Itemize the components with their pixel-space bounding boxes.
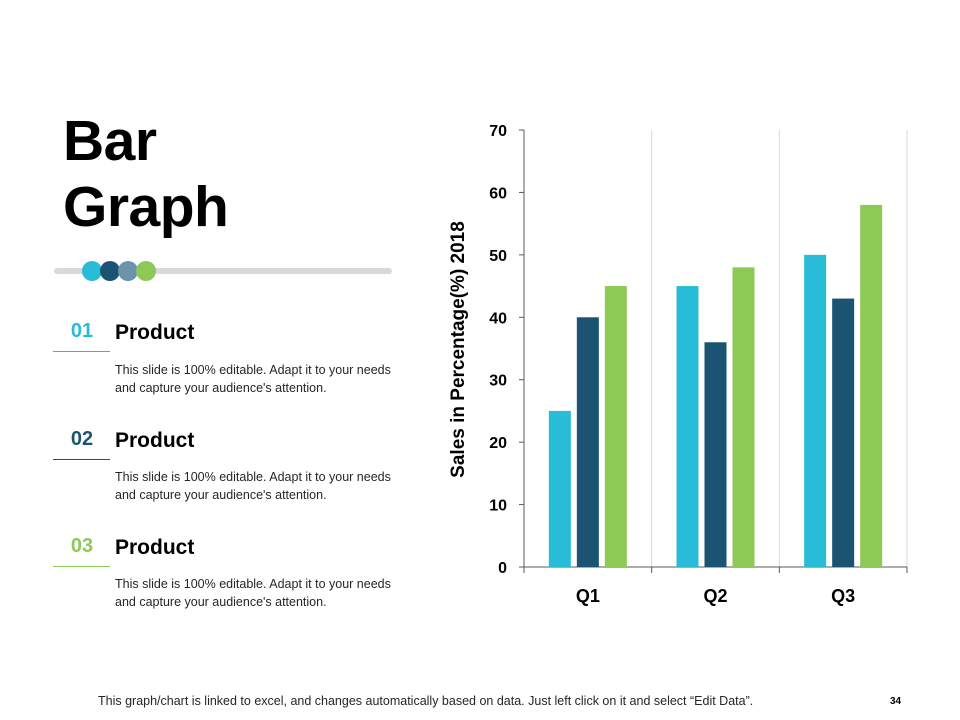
item-underline-2 xyxy=(53,459,110,460)
bar-q3-series-3 xyxy=(860,204,883,567)
slide-title: Bar Graph xyxy=(63,108,229,240)
bar-q2-series-2 xyxy=(704,342,727,567)
page-number: 34 xyxy=(890,696,902,707)
decorative-dot-4 xyxy=(136,261,156,281)
item-title-2: Product xyxy=(115,429,195,452)
y-tick-label: 30 xyxy=(489,373,507,390)
item-number-2: 02 xyxy=(70,428,94,450)
x-tick-label: Q3 xyxy=(831,586,855,606)
slide-title-line1: Bar xyxy=(63,109,157,173)
bar-q1-series-2 xyxy=(576,317,599,567)
y-tick-label: 0 xyxy=(498,560,507,577)
bar-q2-series-3 xyxy=(732,267,755,567)
item-underline-1 xyxy=(53,351,110,352)
item-number-3: 03 xyxy=(70,535,94,557)
slide-title-line2: Graph xyxy=(63,175,229,239)
y-tick-label: 10 xyxy=(489,498,507,515)
y-axis-title: Sales in Percentage(%) 2018 xyxy=(448,221,469,478)
item-description-1: This slide is 100% editable. Adapt it to… xyxy=(115,363,391,395)
bar-q3-series-1 xyxy=(804,254,827,567)
x-tick-label: Q2 xyxy=(703,586,727,606)
y-tick-label: 60 xyxy=(489,185,507,202)
bar-q1-series-1 xyxy=(548,410,571,567)
y-tick-label: 20 xyxy=(489,435,507,452)
y-tick-label: 70 xyxy=(489,123,507,140)
decorative-dot-1 xyxy=(82,261,102,281)
item-description-2: This slide is 100% editable. Adapt it to… xyxy=(115,470,391,502)
item-underline-3 xyxy=(53,566,110,567)
item-title-1: Product xyxy=(115,321,195,344)
footer-note: This graph/chart is linked to excel, and… xyxy=(98,694,754,708)
y-tick-label: 40 xyxy=(489,310,507,327)
bar-q1-series-3 xyxy=(604,286,627,567)
bar-q3-series-2 xyxy=(832,298,855,567)
decorative-dot-2 xyxy=(100,261,120,281)
bar-q2-series-1 xyxy=(676,286,699,567)
y-tick-label: 50 xyxy=(489,248,507,265)
item-title-3: Product xyxy=(115,536,195,559)
x-tick-label: Q1 xyxy=(576,586,600,606)
item-number-1: 01 xyxy=(70,320,94,342)
item-description-3: This slide is 100% editable. Adapt it to… xyxy=(115,577,391,609)
decorative-dot-3 xyxy=(118,261,138,281)
decorative-track xyxy=(54,268,392,274)
